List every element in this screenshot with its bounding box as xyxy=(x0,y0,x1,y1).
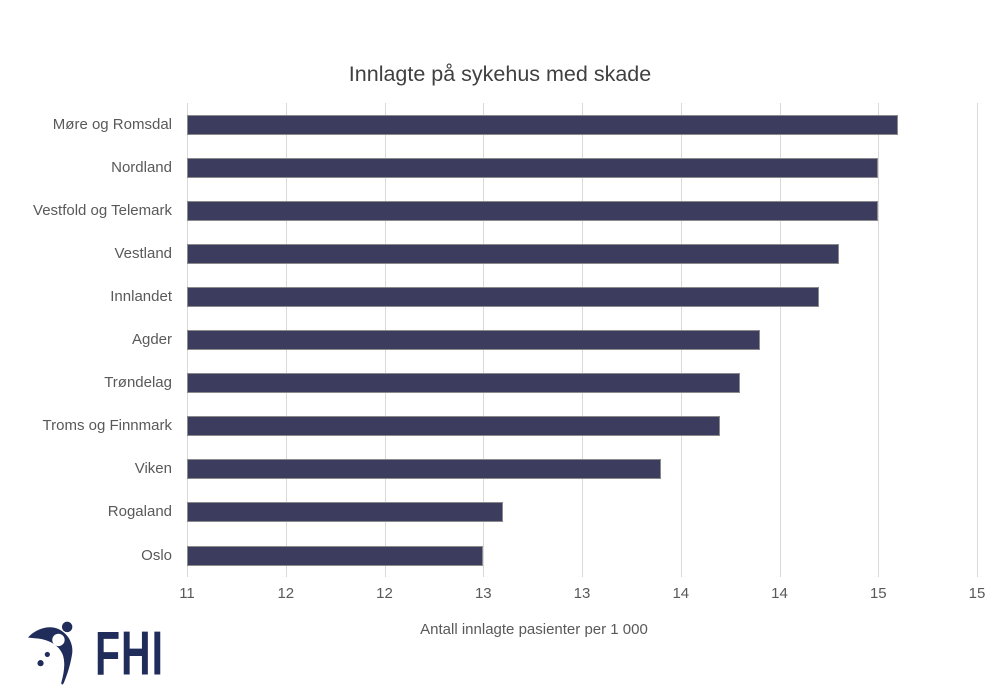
plot-area xyxy=(187,103,978,577)
swoosh-hole xyxy=(52,633,65,647)
category-label: Agder xyxy=(131,331,172,348)
gridline xyxy=(779,103,781,577)
category-label: Møre og Romsdal xyxy=(52,115,172,133)
category-label: Trøndelag xyxy=(104,374,172,392)
bar-tr-ndelag xyxy=(187,373,740,394)
category-label: Vestland xyxy=(114,244,172,262)
bar-viken xyxy=(187,459,661,480)
swoosh-small-dot xyxy=(44,651,50,658)
x-axis-title: Antall innlagte pasienter per 1 000 xyxy=(420,621,648,638)
bar-innlandet xyxy=(187,286,819,307)
category-label: Rogaland xyxy=(107,503,172,521)
bar-troms-og-finnmark xyxy=(187,416,721,437)
category-label: Nordland xyxy=(111,158,172,176)
x-tick-label: 15 xyxy=(869,585,887,602)
x-tick-label: 15 xyxy=(968,585,986,602)
x-tick-label: 14 xyxy=(672,585,690,602)
category-label: Troms og Finnmark xyxy=(42,417,172,435)
x-tick-label: 12 xyxy=(277,585,295,602)
bar-rogaland xyxy=(187,502,503,523)
chart-title: Innlagte på sykehus med skade xyxy=(348,62,652,86)
gridline xyxy=(878,103,880,577)
category-axis: Møre og Romsdal Nordland Vestfold og Telem… xyxy=(0,103,172,577)
bar-agder xyxy=(187,330,760,350)
fhi-logo-swoosh-icon xyxy=(28,621,73,685)
x-tick-label: 13 xyxy=(474,585,492,602)
swoosh-head-dot xyxy=(61,621,73,633)
x-tick-label: 13 xyxy=(573,585,591,602)
bar-vestfold-og-telemark xyxy=(187,200,879,221)
category-label: Vestfold og Telemark xyxy=(33,201,172,219)
x-tick-label: 12 xyxy=(376,585,393,602)
value-axis: 11 12 12 13 13 14 14 15 15 xyxy=(0,585,1000,605)
category-label: Innlandet xyxy=(110,287,172,305)
swoosh-shape xyxy=(28,627,73,685)
bar-m-re-og-romsdal xyxy=(187,114,898,135)
swoosh-small-dot xyxy=(37,660,44,667)
fhi-logo: FHI xyxy=(28,617,164,688)
fhi-logo-text: FHI xyxy=(95,618,165,689)
bar-oslo xyxy=(187,545,484,566)
category-label: Oslo xyxy=(141,546,172,564)
category-label: Viken xyxy=(134,460,172,478)
bar-vestland xyxy=(187,243,839,264)
gridline xyxy=(977,103,978,577)
x-tick-label: 14 xyxy=(771,585,788,602)
bar-nordland xyxy=(187,157,879,178)
x-tick-label: 11 xyxy=(179,585,195,602)
